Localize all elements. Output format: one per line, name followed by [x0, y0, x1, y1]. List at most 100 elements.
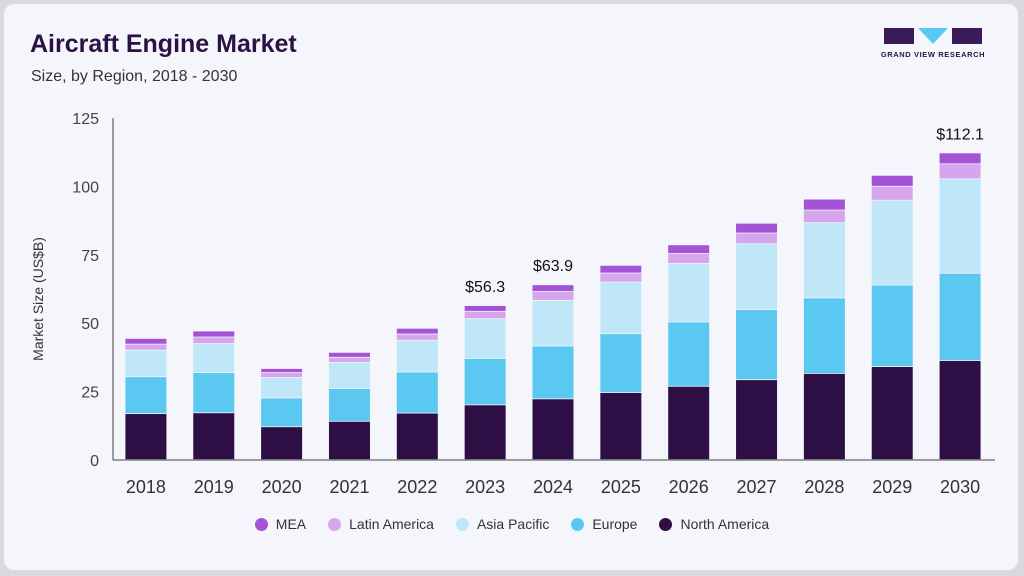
bar-segment-north-america [871, 366, 913, 460]
bar-segment-mea [261, 368, 303, 373]
y-tick-label: 100 [72, 179, 99, 196]
bar-segment-mea [396, 328, 438, 334]
bar-segment-latin-america [328, 357, 370, 363]
bar-segment-mea [736, 223, 778, 233]
bar-segment-mea [600, 265, 642, 273]
bar-segment-europe [939, 273, 981, 361]
bar-segment-europe [532, 346, 574, 399]
bar-segment-europe [396, 372, 438, 413]
legend-swatch [571, 517, 585, 531]
y-tick-label: 25 [81, 385, 99, 402]
legend-item: MEA [254, 516, 306, 532]
bar-segment-north-america [261, 427, 303, 460]
data-label: $56.3 [465, 279, 505, 296]
bar-segment-europe [193, 372, 235, 413]
y-tick-label: 0 [90, 453, 99, 470]
x-tick-label: 2030 [940, 477, 980, 497]
x-tick-label: 2022 [397, 477, 437, 497]
legend-item: North America [659, 516, 769, 532]
logo-text: GRAND VIEW RESEARCH [880, 50, 986, 59]
legend-label: Asia Pacific [476, 516, 550, 532]
x-tick-label: 2026 [669, 477, 709, 497]
bar-segment-asia-pacific [328, 362, 370, 389]
bar-segment-mea [125, 338, 167, 344]
bar-segment-europe [600, 334, 642, 393]
grand-view-research-logo [884, 28, 982, 44]
legend-item: Europe [571, 516, 637, 532]
bar-segment-asia-pacific [532, 300, 574, 346]
legend-item: Latin America [328, 516, 434, 532]
logo-block-right [952, 28, 982, 44]
x-tick-label: 2027 [737, 477, 777, 497]
bar-segment-mea [668, 245, 710, 254]
bar-segment-latin-america [600, 273, 642, 282]
bar-segment-mea [803, 199, 845, 210]
bar-segment-europe [464, 358, 506, 405]
x-tick-label: 2019 [194, 477, 234, 497]
bar-segment-latin-america [939, 164, 981, 179]
bar-segment-latin-america [803, 210, 845, 223]
bar-segment-latin-america [193, 337, 235, 344]
chart-card: Aircraft Engine Market Size, by Region, … [4, 4, 1018, 570]
bar-segment-asia-pacific [193, 343, 235, 373]
chart-subtitle: Size, by Region, 2018 - 2030 [31, 68, 238, 85]
bar-segment-asia-pacific [668, 263, 710, 322]
x-tick-label: 2023 [465, 477, 505, 497]
chart-legend: MEA Latin America Asia Pacific Europe North … [0, 516, 1024, 532]
data-label: $63.9 [533, 258, 573, 275]
legend-label: Europe [592, 516, 638, 532]
bar-segment-latin-america [464, 311, 506, 319]
bar-segment-asia-pacific [261, 377, 303, 398]
bar-segment-north-america [803, 373, 845, 460]
logo-triangle [918, 28, 948, 44]
bar-segment-asia-pacific [939, 179, 981, 273]
bar-segment-asia-pacific [871, 200, 913, 285]
bar-segment-asia-pacific [396, 340, 438, 372]
bar-segment-europe [736, 310, 778, 380]
bar-segment-asia-pacific [803, 223, 845, 298]
bar-segment-asia-pacific [736, 244, 778, 310]
legend-label: Latin America [349, 516, 434, 532]
bar-segment-north-america [939, 360, 981, 460]
legend-swatch [328, 517, 342, 531]
bar-segment-asia-pacific [600, 282, 642, 334]
bar-segment-north-america [125, 414, 167, 460]
x-tick-label: 2024 [533, 477, 573, 497]
x-tick-label: 2020 [262, 477, 302, 497]
bar-segment-mea [532, 285, 574, 292]
bar-segment-north-america [328, 421, 370, 460]
x-tick-label: 2028 [804, 477, 844, 497]
bar-segment-north-america [600, 392, 642, 460]
bar-segment-latin-america [871, 186, 913, 200]
bar-segment-mea [939, 153, 981, 164]
bar-segment-north-america [396, 413, 438, 460]
bar-segment-north-america [532, 399, 574, 460]
bar-segment-mea [328, 352, 370, 357]
bar-segment-latin-america [736, 233, 778, 244]
bar-segment-mea [193, 331, 235, 337]
bar-segment-latin-america [396, 334, 438, 340]
y-tick-label: 125 [72, 111, 99, 128]
y-tick-label: 50 [81, 316, 99, 333]
bar-segment-mea [464, 305, 506, 311]
legend-swatch [254, 517, 268, 531]
y-axis-label: Market Size (US$B) [30, 237, 46, 361]
legend-swatch [659, 517, 673, 531]
bar-segment-latin-america [668, 253, 710, 264]
bar-segment-europe [328, 388, 370, 421]
bar-segment-europe [125, 377, 167, 414]
x-tick-label: 2029 [872, 477, 912, 497]
bar-segment-europe [668, 322, 710, 386]
x-tick-label: 2025 [601, 477, 641, 497]
bar-segment-latin-america [532, 292, 574, 300]
bar-segment-europe [803, 298, 845, 374]
y-tick-label: 75 [81, 248, 99, 265]
bar-segment-mea [871, 175, 913, 186]
bar-segment-asia-pacific [464, 319, 506, 358]
bar-segment-europe [871, 285, 913, 367]
bar-segment-north-america [193, 413, 235, 460]
bar-segment-latin-america [261, 372, 303, 378]
x-tick-label: 2021 [329, 477, 369, 497]
bar-segment-latin-america [125, 344, 167, 350]
